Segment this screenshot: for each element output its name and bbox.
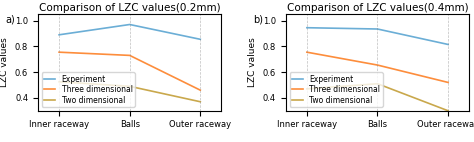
Text: b): b): [253, 14, 263, 24]
Legend: Experiment, Three dimensional, Two dimensional: Experiment, Three dimensional, Two dimen…: [42, 72, 135, 107]
Text: a): a): [5, 14, 15, 24]
Y-axis label: LZC values: LZC values: [248, 38, 257, 87]
Y-axis label: LZC values: LZC values: [0, 38, 9, 87]
Title: Comparison of LZC values(0.4mm): Comparison of LZC values(0.4mm): [287, 3, 468, 13]
Title: Comparison of LZC values(0.2mm): Comparison of LZC values(0.2mm): [39, 3, 220, 13]
Legend: Experiment, Three dimensional, Two dimensional: Experiment, Three dimensional, Two dimen…: [290, 72, 383, 107]
